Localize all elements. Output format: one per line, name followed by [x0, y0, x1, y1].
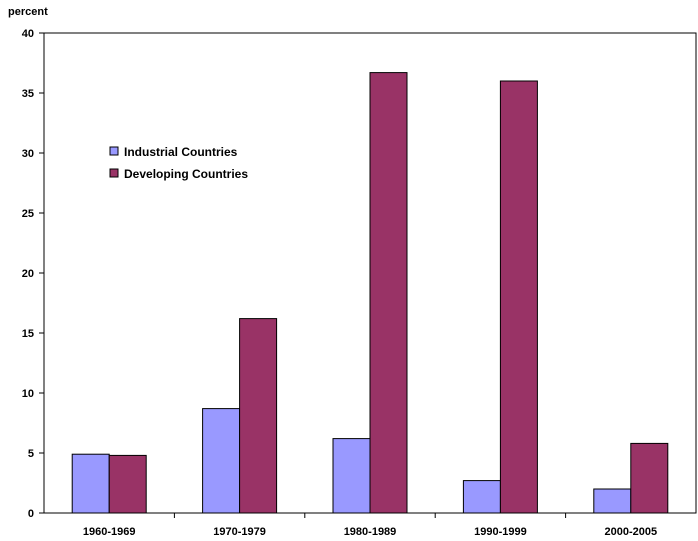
x-tick-label: 2000-2005: [604, 526, 657, 538]
bars: [71, 72, 669, 514]
x-tick-label: 1960-1969: [83, 526, 136, 538]
y-tick-label: 30: [22, 148, 34, 160]
bar-developing-1970-1979: [239, 318, 278, 514]
legend: Industrial Countries Developing Countries: [109, 145, 248, 181]
bar-developing-1980-1989: [369, 72, 408, 514]
bar-industrial-2000-2005: [593, 488, 632, 514]
bar-developing-1960-1969: [108, 454, 147, 514]
legend-label: Developing Countries: [124, 167, 248, 181]
legend-swatch: [109, 146, 119, 156]
plot-frame: [43, 32, 697, 514]
bar-developing-2000-2005: [630, 442, 669, 514]
legend-label: Industrial Countries: [124, 145, 238, 159]
y-axis: 0 5 10 15 20 25 30 35 40: [22, 28, 44, 520]
y-tick-label: 15: [22, 328, 34, 340]
y-tick-label: 0: [28, 508, 34, 520]
y-tick-label: 5: [28, 448, 34, 460]
y-axis-title: percent: [8, 6, 48, 18]
x-axis: 1960-1969 1970-1979 1980-1989 1990-1999 2000…: [83, 513, 657, 538]
y-tick-label: 20: [22, 268, 34, 280]
bar-industrial-1990-1999: [462, 480, 501, 514]
y-tick-label: 10: [22, 388, 34, 400]
bar-industrial-1970-1979: [202, 408, 241, 514]
x-tick-label: 1990-1999: [474, 526, 527, 538]
y-tick-label: 40: [22, 28, 34, 40]
bar-industrial-1960-1969: [71, 453, 110, 514]
legend-swatch: [109, 168, 119, 178]
y-tick-label: 25: [22, 208, 34, 220]
x-tick-label: 1980-1989: [344, 526, 397, 538]
y-tick-label: 35: [22, 88, 34, 100]
x-tick-label: 1970-1979: [213, 526, 266, 538]
bar-developing-1990-1999: [499, 80, 538, 514]
bar-industrial-1980-1989: [332, 438, 371, 514]
